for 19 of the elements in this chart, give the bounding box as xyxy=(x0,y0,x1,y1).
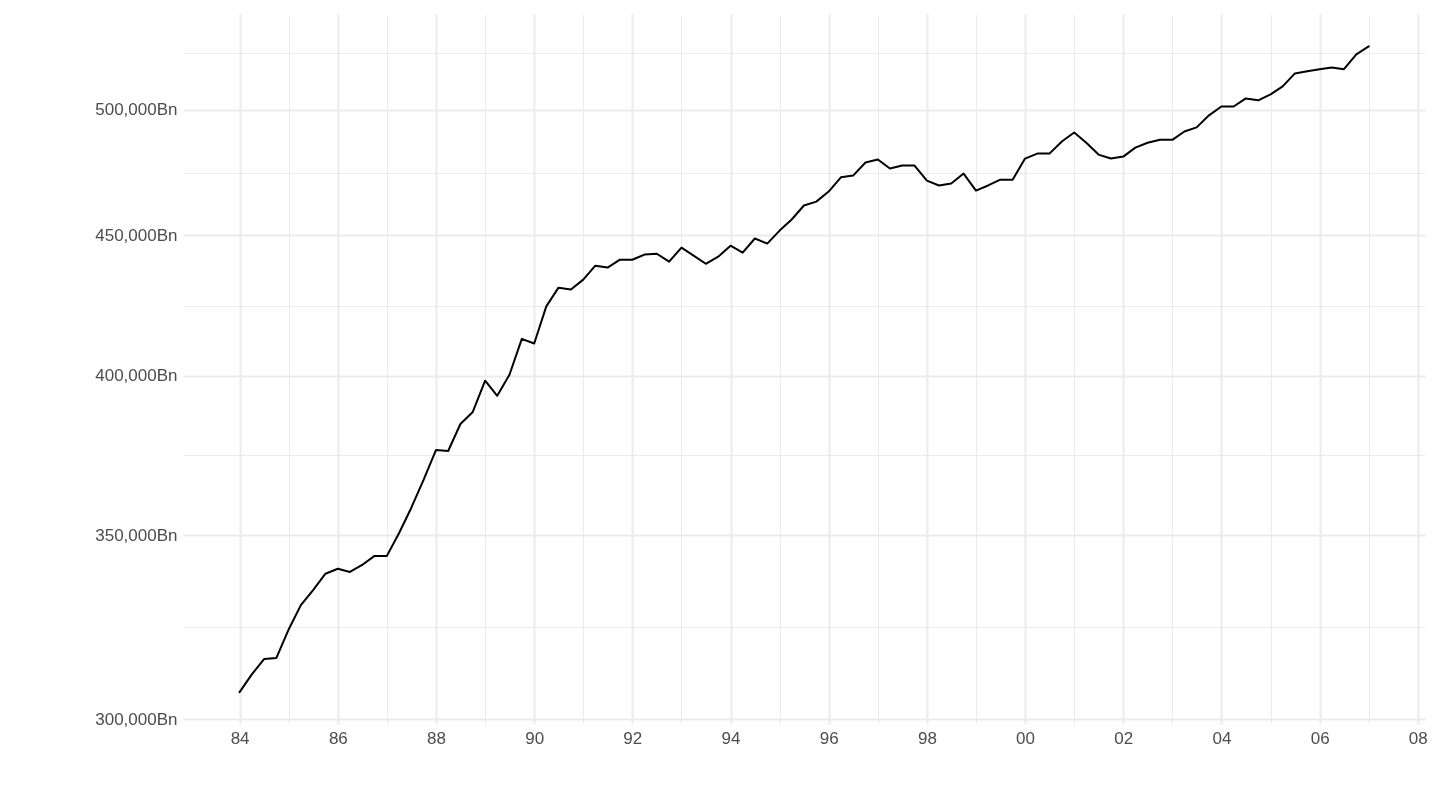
y-tick-label: 450,000Bn xyxy=(95,225,178,245)
x-tick-label: 04 xyxy=(1212,728,1232,748)
x-tick-label: 06 xyxy=(1310,728,1330,748)
x-tick-label: 86 xyxy=(328,728,348,748)
x-tick-label: 96 xyxy=(819,728,839,748)
x-tick-label: 98 xyxy=(917,728,937,748)
x-tick-label: 88 xyxy=(426,728,446,748)
y-tick-label: 500,000Bn xyxy=(95,100,178,120)
x-tick-label: 02 xyxy=(1114,728,1134,748)
x-tick-label: 08 xyxy=(1408,728,1428,748)
y-tick-label: 300,000Bn xyxy=(95,709,178,729)
x-tick-label: 94 xyxy=(721,728,741,748)
x-tick-label: 90 xyxy=(525,728,545,748)
x-tick-label: 92 xyxy=(623,728,643,748)
y-tick-label: 350,000Bn xyxy=(95,525,178,545)
x-tick-label: 00 xyxy=(1016,728,1035,748)
line-series xyxy=(238,45,1370,694)
x-tick-label: 84 xyxy=(230,728,250,748)
y-tick-label: 400,000Bn xyxy=(95,366,178,386)
